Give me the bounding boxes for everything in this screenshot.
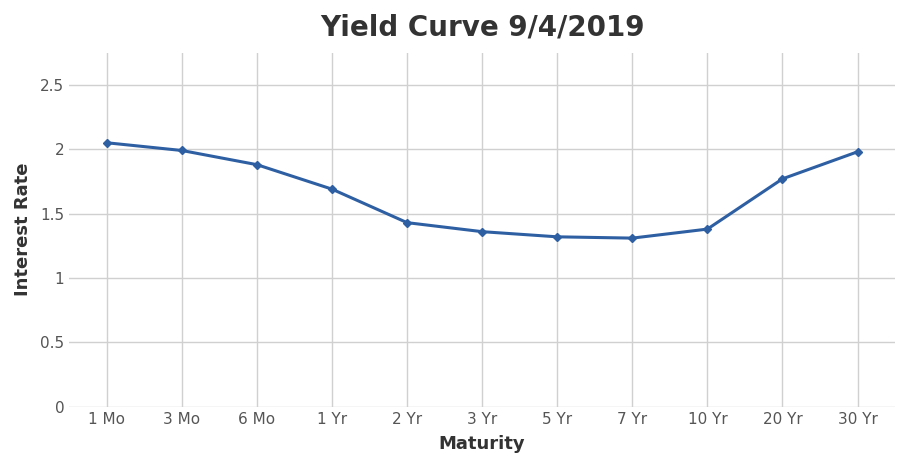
Y-axis label: Interest Rate: Interest Rate [14, 163, 32, 297]
Title: Yield Curve 9/4/2019: Yield Curve 9/4/2019 [320, 14, 644, 42]
X-axis label: Maturity: Maturity [439, 435, 525, 453]
